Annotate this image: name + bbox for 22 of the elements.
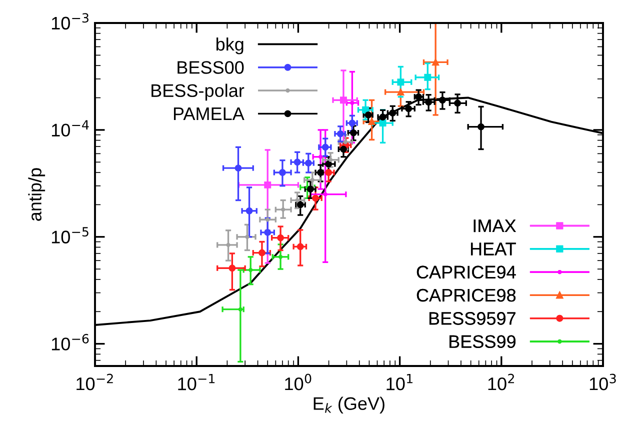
x-tick-label: 10$^{1}$ (386, 374, 412, 390)
x-tick-label: 10$^{3}$ (590, 374, 616, 390)
legend-label: CAPRICE94 (416, 266, 516, 279)
legend-label: PAMELA (174, 108, 244, 120)
x-tick-label: 10$^{2}$ (488, 374, 514, 390)
legend-label: CAPRICE98 (416, 288, 516, 302)
legend-label: BESS99 (450, 335, 516, 348)
y-tick-label: 10$^{−4}$ (52, 120, 89, 137)
x-axis-title: E$_{k}$ (GeV) (314, 396, 384, 414)
y-tick-label: 10$^{−3}$ (52, 13, 88, 30)
legend-label: HEAT (470, 242, 516, 256)
legend-label: bkg (216, 37, 244, 54)
legend-label: BESS00 (178, 61, 244, 74)
legend-label: BESS-polar (152, 84, 244, 101)
x-tick-label: 10$^{−1}$ (178, 374, 215, 390)
y-axis-title: antip/p (28, 168, 46, 221)
legend-label: BESS9597 (429, 312, 516, 325)
y-tick-label: 10$^{−6}$ (52, 334, 89, 350)
x-tick-label: 10$^{0}$ (285, 374, 312, 390)
legend-label: IMAX (474, 220, 516, 232)
y-tick-label: 10$^{−5}$ (52, 227, 88, 244)
x-tick-label: 10$^{−2}$ (76, 374, 113, 390)
